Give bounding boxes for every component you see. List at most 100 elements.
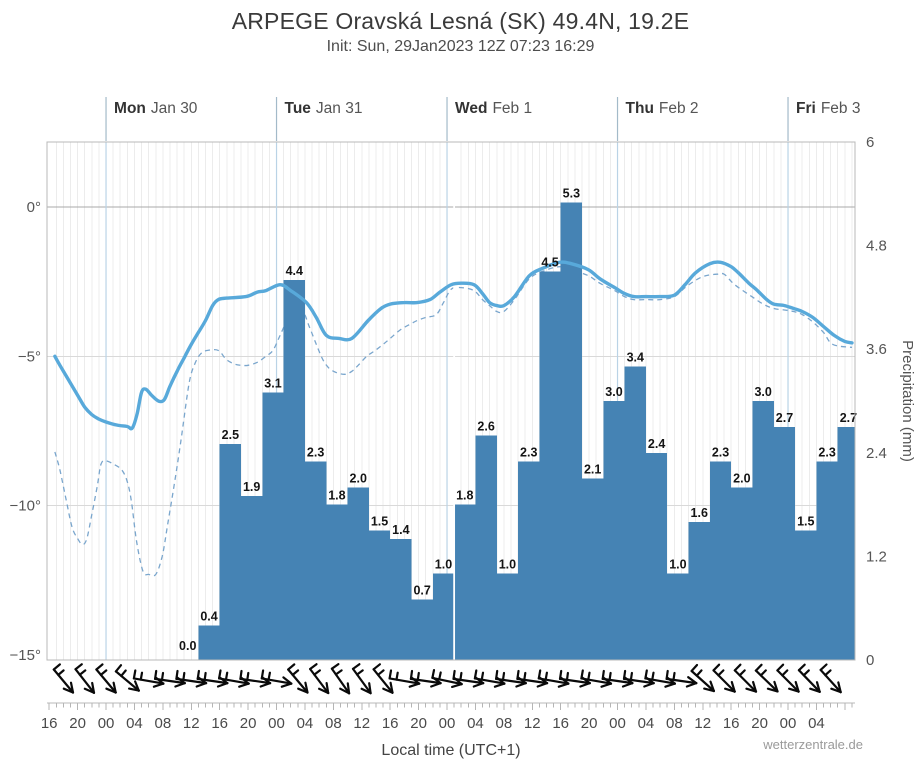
precip-bar bbox=[198, 625, 220, 660]
precip-bar bbox=[432, 573, 455, 660]
day-date: Feb 3 bbox=[821, 100, 861, 117]
day-name: Wed bbox=[455, 100, 487, 117]
precip-value-label: 2.3 bbox=[520, 445, 537, 459]
precip-bar bbox=[283, 280, 305, 660]
precip-bar bbox=[219, 444, 242, 660]
precip-value-label: 3.0 bbox=[605, 385, 622, 399]
hour-label: 16 bbox=[382, 715, 399, 732]
wind-barb bbox=[712, 663, 736, 693]
day-date: Jan 31 bbox=[316, 100, 363, 117]
x-axis-caption: Local time (UTC+1) bbox=[381, 742, 521, 759]
hour-label: 20 bbox=[751, 715, 768, 732]
hour-label: 00 bbox=[98, 715, 115, 732]
day-date: Feb 2 bbox=[659, 100, 699, 117]
hour-label: 20 bbox=[581, 715, 598, 732]
precip-bar bbox=[326, 504, 348, 660]
wind-barb bbox=[95, 663, 117, 694]
precip-value-label: 2.4 bbox=[648, 437, 665, 451]
hour-label: 08 bbox=[325, 715, 342, 732]
hour-label: 12 bbox=[524, 715, 541, 732]
hour-label: 04 bbox=[126, 715, 143, 732]
hour-label: 04 bbox=[467, 715, 484, 732]
precip-bar bbox=[795, 530, 817, 660]
hour-label: 16 bbox=[552, 715, 569, 732]
day-date: Feb 1 bbox=[492, 100, 532, 117]
precip-value-label: 2.6 bbox=[477, 420, 494, 434]
precip-bar bbox=[390, 539, 412, 660]
precip-bar bbox=[624, 366, 646, 660]
precip-value-label: 4.4 bbox=[286, 264, 303, 278]
temperature-line bbox=[53, 260, 854, 431]
precip-axis-title: Precipitation (mm) bbox=[899, 340, 916, 462]
precip-bar bbox=[752, 401, 774, 660]
wind-barb bbox=[797, 663, 821, 693]
hour-label: 00 bbox=[268, 715, 285, 732]
precip-value-label: 1.5 bbox=[797, 515, 814, 529]
precip-value-label: 2.5 bbox=[222, 428, 239, 442]
precip-bar bbox=[560, 202, 582, 661]
wind-barb bbox=[52, 663, 75, 694]
page-title: ARPEGE Oravská Lesná (SK) 49.4N, 19.2E bbox=[231, 8, 690, 34]
precip-bar bbox=[304, 461, 327, 660]
precip-value-label: 1.8 bbox=[456, 489, 473, 503]
precip-bar bbox=[837, 426, 855, 660]
wind-barb bbox=[260, 669, 293, 688]
precip-value-label: 0.4 bbox=[200, 609, 217, 623]
precip-bar bbox=[262, 392, 284, 660]
precip-bar bbox=[347, 487, 369, 660]
wind-barb bbox=[819, 663, 842, 694]
precip-bar bbox=[454, 504, 476, 660]
precip-bar bbox=[518, 461, 540, 660]
hour-label: 12 bbox=[353, 715, 370, 732]
hour-label: 16 bbox=[723, 715, 740, 732]
precip-bar bbox=[496, 573, 519, 660]
hour-label: 20 bbox=[410, 715, 427, 732]
precip-bar bbox=[667, 573, 689, 660]
precip-bar bbox=[241, 495, 263, 660]
wind-barb bbox=[74, 663, 96, 694]
precip-value-label: 1.6 bbox=[691, 506, 708, 520]
precip-bar bbox=[709, 461, 732, 660]
day-name: Thu bbox=[626, 100, 654, 117]
day-label: Mon Jan 30 bbox=[114, 100, 198, 117]
day-label: Fri Feb 3 bbox=[796, 100, 860, 117]
day-name: Tue bbox=[285, 100, 312, 117]
wind-barb bbox=[644, 669, 677, 688]
wind-barb bbox=[132, 669, 165, 688]
hour-label: 20 bbox=[240, 715, 257, 732]
wind-barb bbox=[309, 663, 330, 695]
hour-label: 00 bbox=[780, 715, 797, 732]
precip-value-label: 3.4 bbox=[627, 350, 644, 364]
precip-axis-label: 4.8 bbox=[866, 238, 887, 255]
wind-barb bbox=[776, 663, 800, 693]
precip-axis-label: 2.4 bbox=[866, 445, 887, 462]
day-date: Jan 30 bbox=[151, 100, 198, 117]
wind-barb bbox=[287, 663, 309, 694]
wind-barb bbox=[733, 663, 758, 693]
precip-bar bbox=[731, 487, 753, 660]
precip-axis-label: 0 bbox=[866, 652, 874, 669]
wind-barb bbox=[351, 663, 372, 695]
precip-value-label: 1.4 bbox=[392, 523, 409, 537]
precip-value-label: 1.0 bbox=[435, 558, 452, 572]
precip-value-label: 4.5 bbox=[541, 256, 558, 270]
hour-label: 04 bbox=[297, 715, 314, 732]
precip-bar bbox=[603, 401, 625, 660]
day-label: Tue Jan 31 bbox=[285, 100, 363, 117]
day-label: Thu Feb 2 bbox=[626, 100, 699, 117]
hour-label: 00 bbox=[609, 715, 626, 732]
precip-value-label: 1.8 bbox=[328, 489, 345, 503]
precip-bar bbox=[816, 461, 838, 660]
wind-barb bbox=[665, 669, 698, 688]
hour-label: 08 bbox=[496, 715, 513, 732]
wind-barb bbox=[114, 664, 140, 692]
precip-value-label: 1.9 bbox=[243, 480, 260, 494]
precip-bar bbox=[773, 426, 796, 660]
precip-value-label: 3.1 bbox=[264, 376, 281, 390]
precip-axis-label: 3.6 bbox=[866, 341, 887, 358]
precip-value-label: 2.7 bbox=[776, 411, 793, 425]
wind-barb bbox=[330, 662, 351, 695]
precip-bar bbox=[368, 530, 391, 660]
wind-barb bbox=[690, 663, 716, 693]
